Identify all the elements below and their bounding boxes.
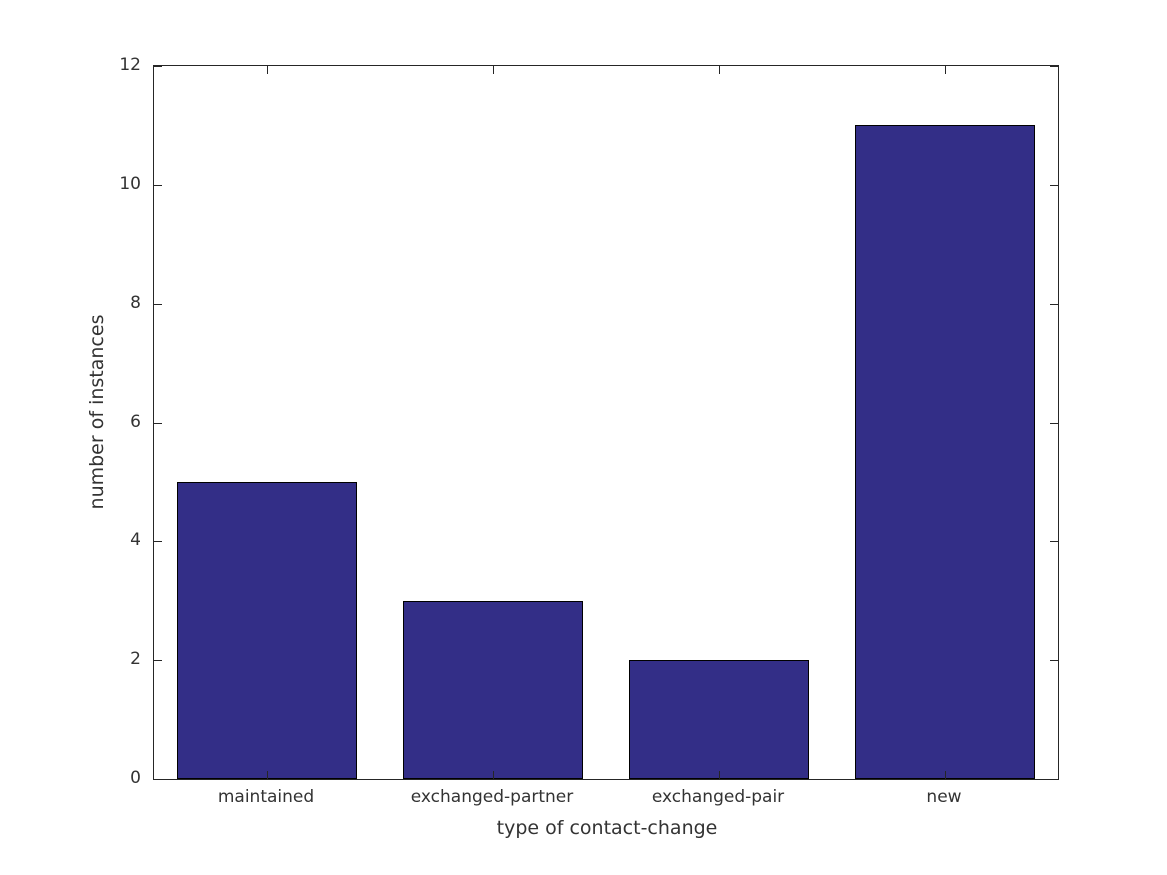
y-tick-label: 12 <box>119 55 141 75</box>
x-tick-bottom <box>267 771 268 779</box>
y-tick-label: 6 <box>130 411 141 432</box>
y-tick-label: 8 <box>130 292 141 313</box>
y-tick-right <box>1050 660 1058 662</box>
x-tick-label: exchanged-partner <box>410 787 574 807</box>
y-tick-right <box>1050 184 1058 186</box>
x-tick-top <box>267 66 268 74</box>
x-tick-top <box>719 66 720 74</box>
x-tick-label: maintained <box>217 787 315 807</box>
x-tick-bottom <box>493 771 494 779</box>
y-tick-right <box>1050 422 1058 424</box>
y-tick-right <box>1050 779 1058 780</box>
y-tick-label: 4 <box>130 530 141 551</box>
y-tick-left <box>154 541 162 543</box>
y-tick-right <box>1050 303 1058 305</box>
x-tick-bottom <box>945 771 946 779</box>
y-tick-left <box>154 422 162 424</box>
y-tick-label: 2 <box>130 649 141 670</box>
bar-exchanged-pair <box>628 660 810 779</box>
bar-exchanged-partner <box>402 600 584 779</box>
plot-area <box>153 65 1059 780</box>
x-axis-label: type of contact-change <box>496 817 718 839</box>
bar-maintained <box>176 481 358 779</box>
y-tick-left <box>154 660 162 662</box>
x-tick-top <box>945 66 946 74</box>
y-tick-label: 0 <box>130 768 141 788</box>
y-tick-left <box>154 184 162 186</box>
y-tick-left <box>154 66 162 67</box>
y-tick-label: 10 <box>119 173 141 194</box>
x-tick-label: exchanged-pair <box>651 787 785 807</box>
x-tick-label: new <box>926 787 962 807</box>
y-tick-left <box>154 779 162 780</box>
y-tick-right <box>1050 541 1058 543</box>
bar-new <box>854 125 1036 779</box>
y-tick-left <box>154 303 162 305</box>
y-tick-right <box>1050 66 1058 67</box>
x-tick-bottom <box>719 771 720 779</box>
x-tick-top <box>493 66 494 74</box>
